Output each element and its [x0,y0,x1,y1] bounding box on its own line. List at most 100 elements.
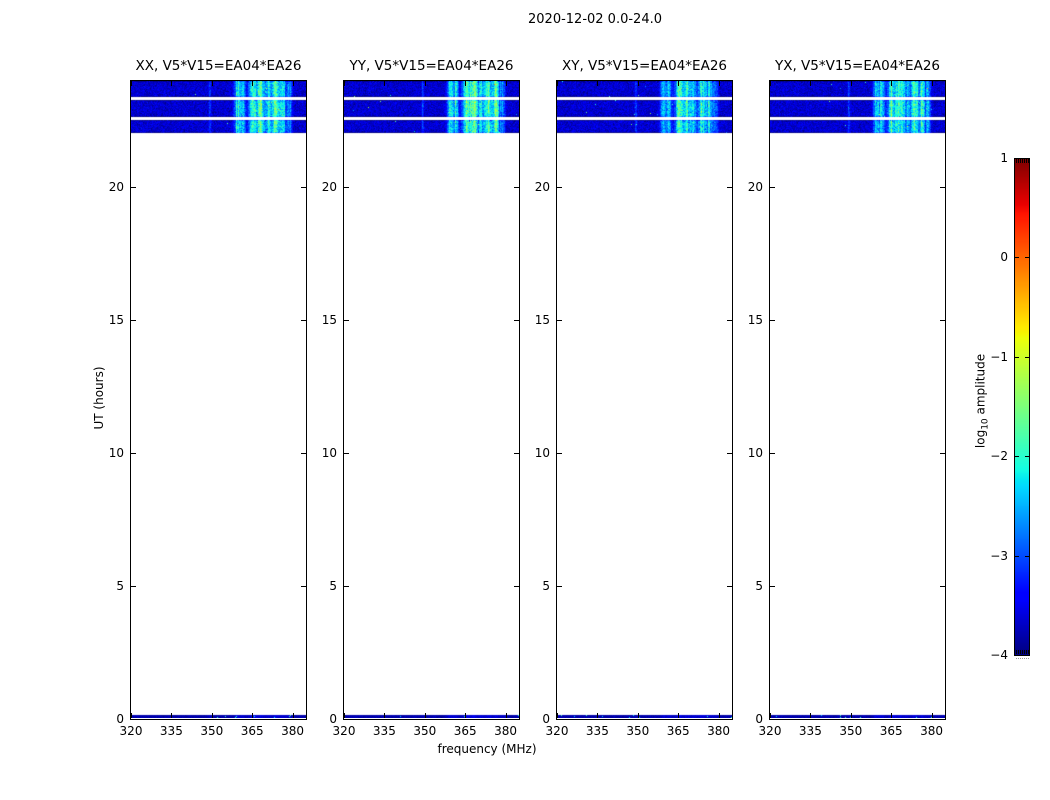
y-tick-left [557,719,562,720]
x-tick-top [637,81,639,86]
x-tick-bottom [770,713,771,718]
x-tick-bottom [850,713,852,718]
y-tick-label: 15 [747,313,763,328]
y-tick-left [344,187,349,189]
colorbar-tick-left [1015,555,1019,557]
x-tick-bottom [424,713,426,718]
spectrogram-canvas-xy [557,81,732,718]
y-tick-right [940,187,945,189]
y-tick-label: 15 [534,313,550,328]
colorbar-minor-tick-bottom [1027,650,1029,654]
x-tick-top [891,81,893,86]
y-tick-left [131,320,136,322]
x-tick-label: 320 [332,724,356,738]
y-tick-left [344,320,349,322]
y-tick-label: 10 [534,446,550,461]
y-tick-right [301,453,306,455]
y-tick-right [301,586,306,588]
colorbar-minor-tick-top [1023,159,1025,163]
colorbar-gradient-canvas [1015,159,1029,655]
x-tick-label: 380 [281,724,304,738]
x-tick-label: 380 [707,724,730,738]
y-tick-left [131,586,136,588]
x-tick-label: 365 [666,724,690,738]
colorbar-tick-right [1025,555,1029,557]
x-tick-label: 335 [372,724,396,738]
y-tick-left [131,719,136,720]
y-tick-right [940,719,945,720]
colorbar-minor-dot [1019,658,1021,659]
x-tick-bottom [637,713,639,718]
x-tick-label: 320 [119,724,143,738]
y-tick-right [301,187,306,189]
x-tick-bottom [557,713,558,718]
y-tick-label: 5 [116,579,124,594]
x-axis-label: frequency (MHz) [437,742,537,756]
x-tick-top [770,81,771,86]
x-tick-label: 335 [585,724,609,738]
colorbar [1014,158,1030,656]
y-tick-right [514,719,519,720]
x-tick-top [344,81,345,86]
x-tick-label: 350 [839,724,863,738]
colorbar-minor-tick-bottom [1021,650,1023,654]
y-tick-label: 0 [116,712,124,726]
colorbar-tick-label: 1 [1000,151,1008,165]
colorbar-minor-dot [1025,658,1027,659]
colorbar-minor-tick-bottom [1015,650,1017,654]
y-tick-label: 0 [329,712,337,726]
x-tick-top [384,81,386,86]
colorbar-minor-tick-top [1025,159,1027,163]
colorbar-tick-left [1015,456,1019,458]
spectrogram-panel-xx [130,80,307,720]
y-tick-label: 10 [108,446,124,461]
panel-title-xx: XX, V5*V15=EA04*EA26 [135,58,302,74]
y-axis-label: UT (hours) [92,366,106,430]
x-tick-bottom [931,713,933,718]
x-tick-bottom [252,713,254,718]
x-tick-label: 350 [413,724,437,738]
colorbar-tick-right [1025,456,1029,458]
y-tick-left [770,453,775,455]
y-tick-left [557,320,562,322]
y-tick-label: 5 [329,579,337,594]
colorbar-minor-tick-bottom [1019,650,1021,654]
x-tick-label: 380 [920,724,943,738]
x-tick-bottom [597,713,599,718]
x-tick-top [597,81,599,86]
y-tick-left [770,320,775,322]
x-tick-top [424,81,426,86]
y-tick-label: 5 [542,579,550,594]
x-tick-bottom [131,713,132,718]
x-tick-top [931,81,933,86]
x-tick-bottom [465,713,467,718]
x-tick-label: 365 [453,724,477,738]
spectrogram-panel-xy [556,80,733,720]
x-tick-label: 335 [798,724,822,738]
y-tick-right [514,453,519,455]
y-tick-right [514,320,519,322]
colorbar-minor-dot [1017,658,1019,659]
spectrogram-canvas-yx [770,81,945,718]
colorbar-minor-tick-bottom [1025,650,1027,654]
x-tick-bottom [344,713,345,718]
y-tick-label: 15 [108,313,124,328]
x-tick-label: 335 [159,724,183,738]
spectrogram-panel-yy [343,80,520,720]
y-tick-label: 15 [321,313,337,328]
colorbar-minor-tick-top [1015,159,1017,163]
x-tick-top [810,81,812,86]
x-tick-label: 350 [200,724,224,738]
y-tick-left [344,719,349,720]
y-tick-left [557,187,562,189]
y-tick-right [727,320,732,322]
y-tick-label: 10 [321,446,337,461]
x-tick-label: 365 [240,724,264,738]
spectrogram-canvas-xx [131,81,306,718]
colorbar-minor-tick-top [1017,159,1019,163]
y-tick-right [727,586,732,588]
y-tick-left [557,453,562,455]
y-tick-left [131,453,136,455]
colorbar-tick-label: −4 [990,648,1008,662]
